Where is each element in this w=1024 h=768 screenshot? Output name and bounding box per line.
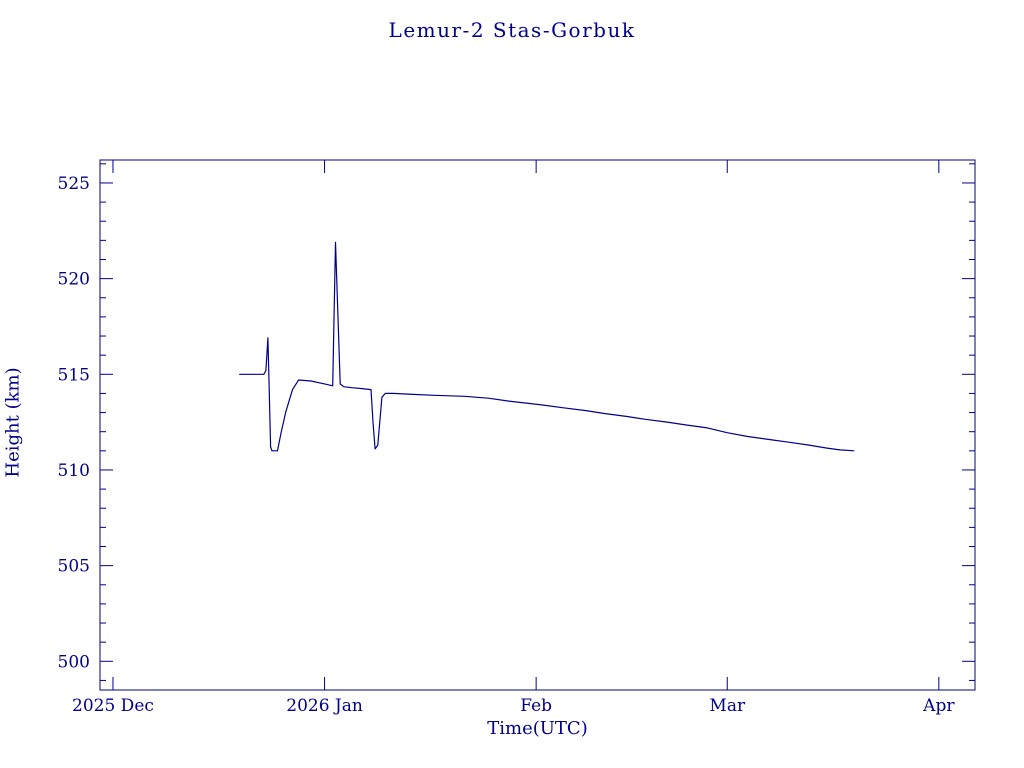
height-series-line xyxy=(239,241,855,452)
x-tick-label: Mar xyxy=(709,696,746,716)
x-axis-label: Time(UTC) xyxy=(487,718,588,739)
x-tick-label: 2025 Dec xyxy=(72,696,154,716)
y-tick-label: 520 xyxy=(58,270,90,290)
y-tick-label: 505 xyxy=(58,557,90,577)
x-tick-label: Apr xyxy=(922,696,955,716)
y-tick-label: 510 xyxy=(58,461,90,481)
chart-title: Lemur-2 Stas-Gorbuk xyxy=(388,18,636,42)
y-tick-label: 525 xyxy=(58,174,90,194)
x-tick-label: 2026 Jan xyxy=(286,696,363,716)
y-tick-label: 500 xyxy=(58,652,90,672)
x-tick-label: Feb xyxy=(520,696,552,716)
y-tick-label: 515 xyxy=(58,365,90,385)
